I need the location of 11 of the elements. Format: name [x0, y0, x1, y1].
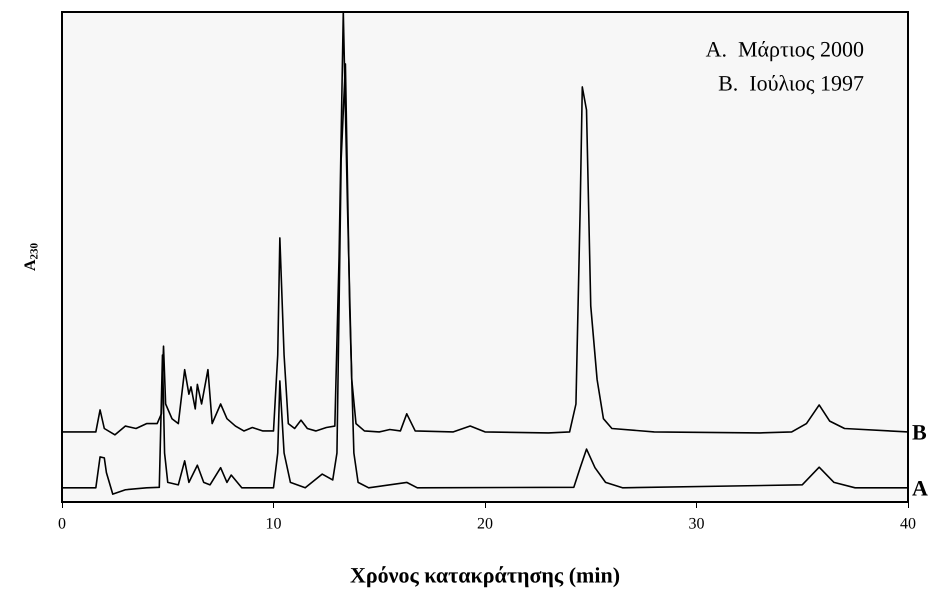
series-label: A: [912, 475, 928, 500]
y-axis-title: A230: [22, 242, 40, 272]
x-axis-title: Χρόνος κατακράτησης (min): [350, 562, 620, 588]
series-label: B: [912, 419, 927, 444]
x-tick-label: 0: [58, 516, 66, 532]
x-tick-label: 10: [266, 516, 282, 532]
x-tick-label: 30: [688, 516, 704, 532]
annotation: B. Ιούλιος 1997: [718, 70, 864, 96]
annotation: A. Μάρτιος 2000: [706, 36, 864, 62]
x-tick-label: 20: [477, 516, 493, 532]
x-tick-label: 40: [900, 516, 916, 532]
